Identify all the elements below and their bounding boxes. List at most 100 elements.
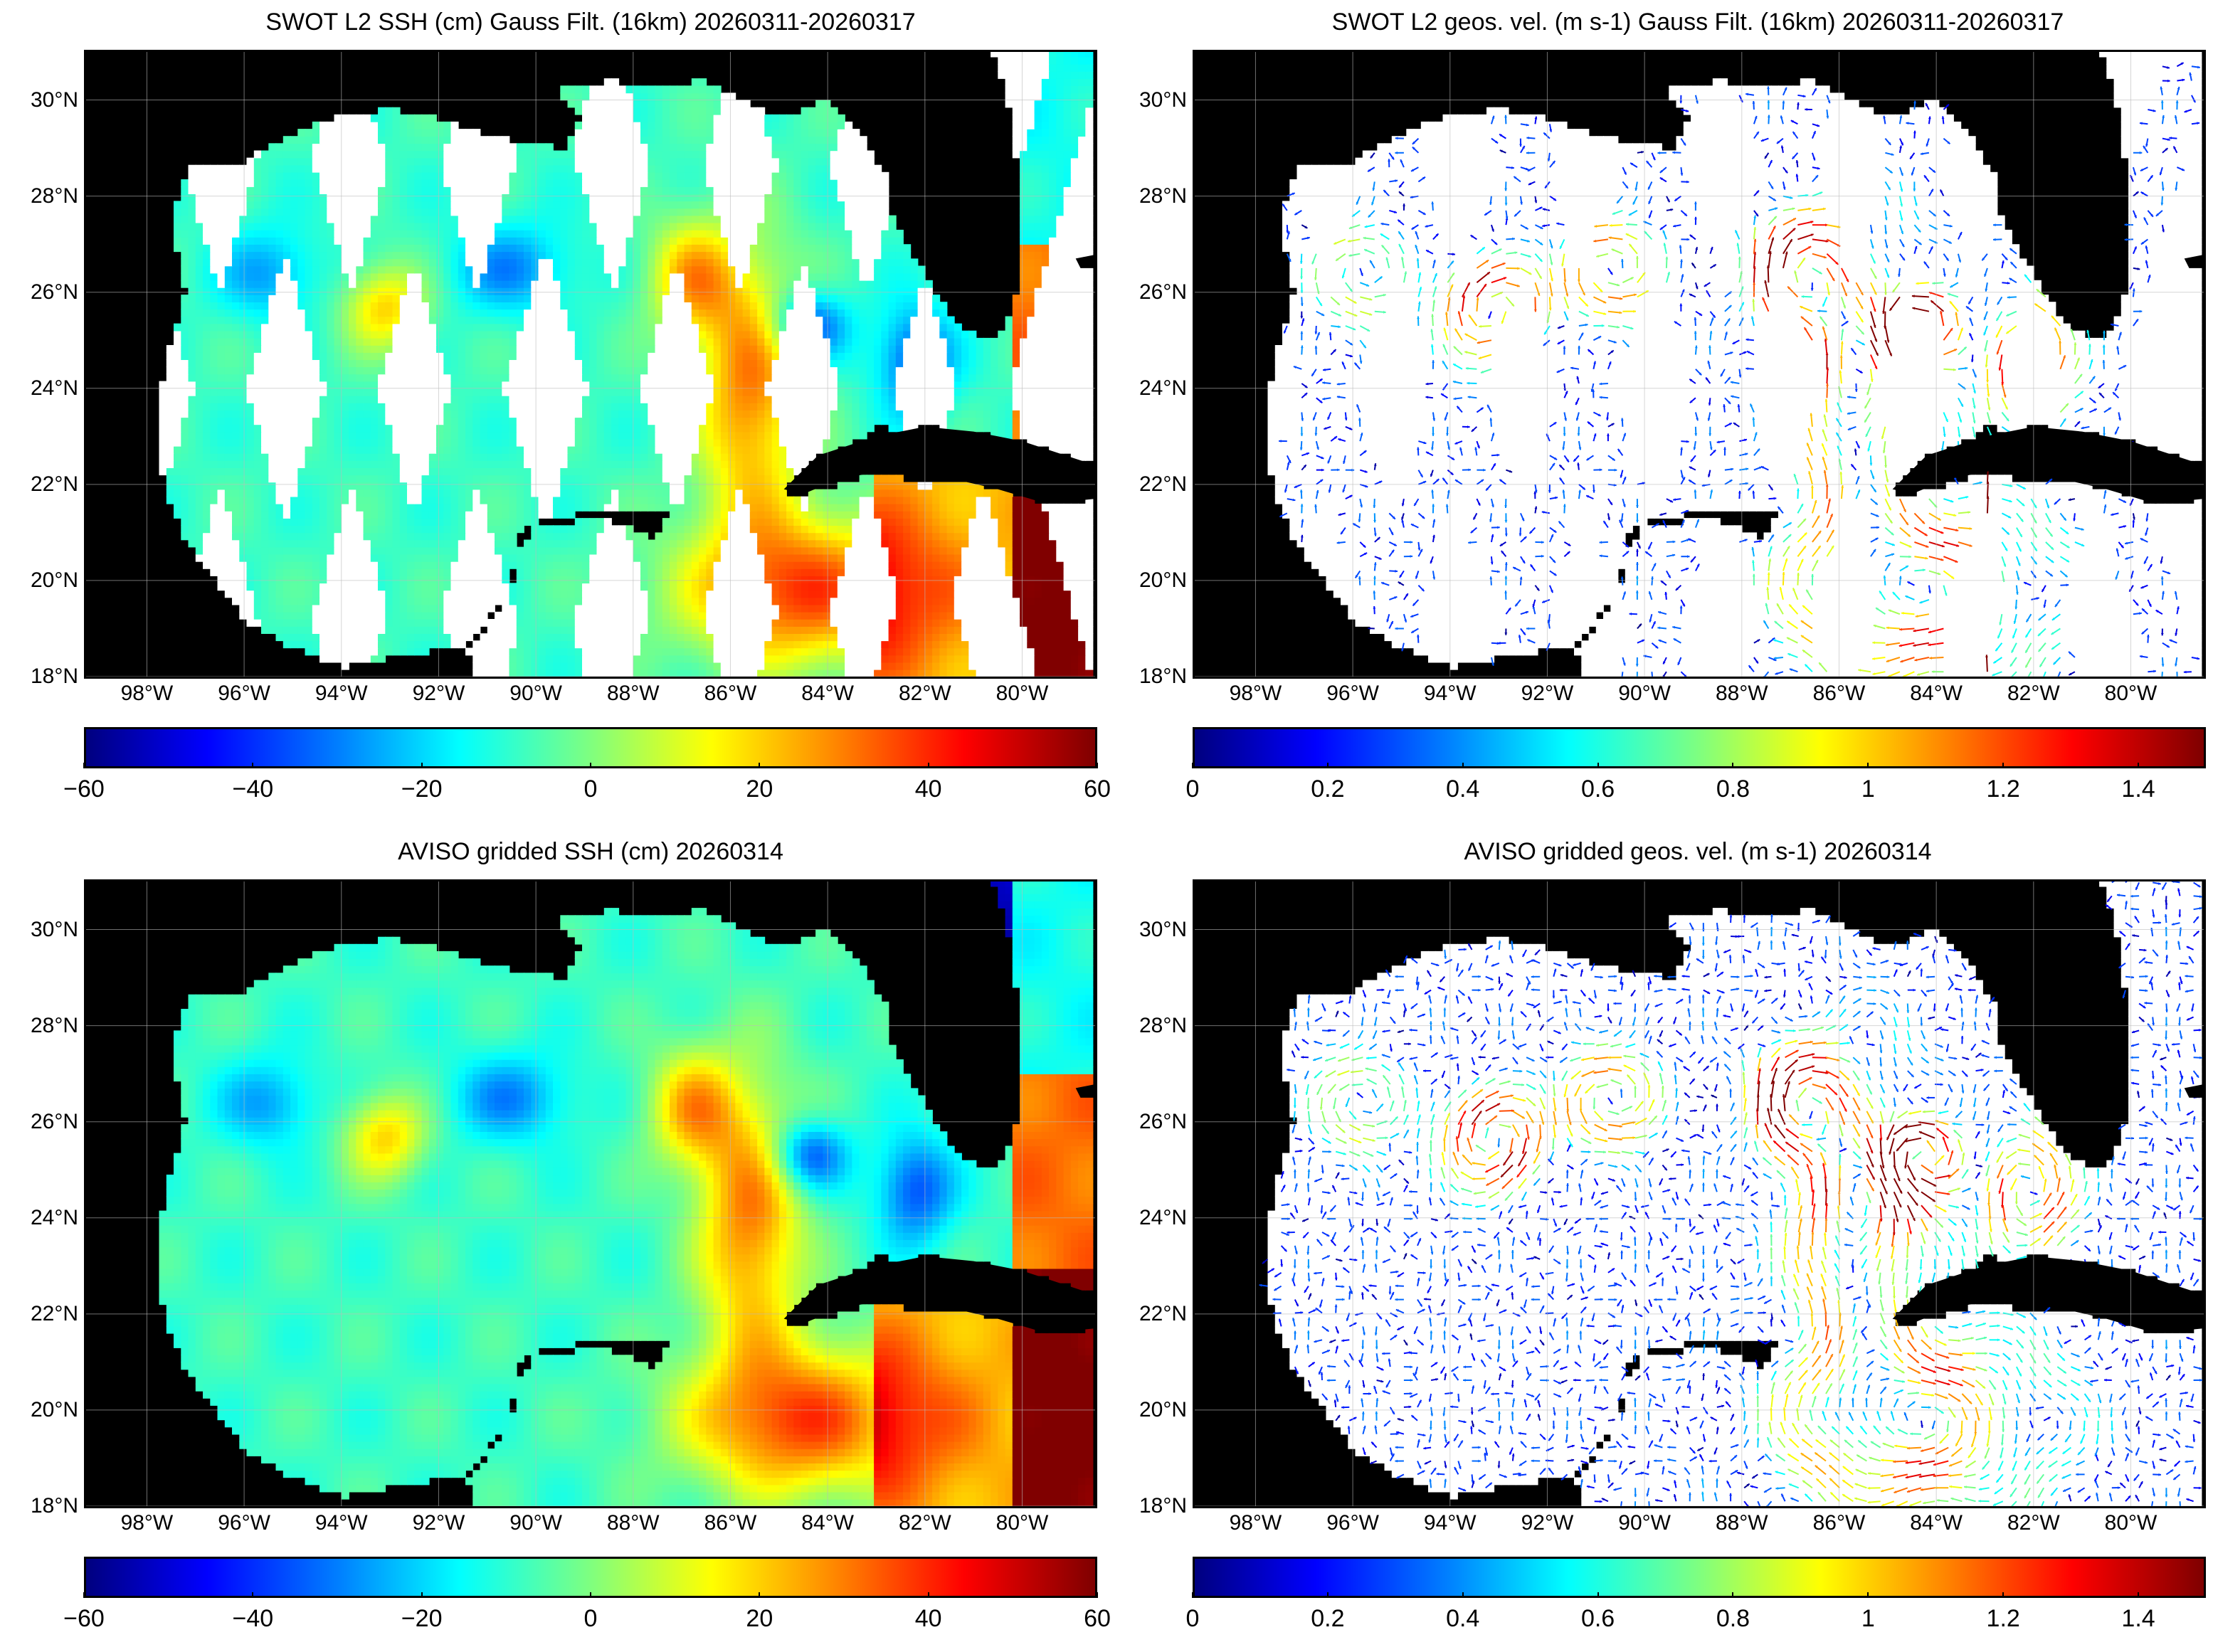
colorbar-vel <box>1193 1557 2206 1598</box>
colorbar-tick <box>590 763 591 768</box>
colorbar-tick <box>2002 1592 2005 1598</box>
lon-tick-label: 88°W <box>591 1511 676 1535</box>
colorbar-tick-label: 20 <box>717 1605 802 1633</box>
colorbar-tick <box>421 763 423 768</box>
panel-title: AVISO gridded SSH (cm) 20260314 <box>85 838 1096 866</box>
lon-tick-label: 96°W <box>201 1511 287 1535</box>
lat-tick-label: 24°N <box>1109 1206 1187 1230</box>
colorbar-tick-label: 1 <box>1825 1605 1911 1633</box>
colorbar-tick-label: −40 <box>210 1605 295 1633</box>
lat-tick-label: 28°N <box>0 1014 78 1038</box>
lon-tick-label: 80°W <box>2088 682 2173 706</box>
map-swot-vel[interactable] <box>1193 50 2206 679</box>
colorbar-tick <box>421 1592 423 1598</box>
panel-title: SWOT L2 SSH (cm) Gauss Filt. (16km) 2026… <box>85 9 1096 36</box>
lat-tick-label: 18°N <box>1109 664 1187 689</box>
lon-tick-label: 86°W <box>1796 1511 1881 1535</box>
map-swot-ssh[interactable] <box>84 50 1097 679</box>
map-canvas <box>86 52 1095 677</box>
lat-tick-label: 30°N <box>0 88 78 112</box>
colorbar-tick <box>759 763 761 768</box>
ssh-field <box>159 52 1094 677</box>
bahamas-land <box>2184 255 2204 268</box>
colorbar-tick-label: 0.8 <box>1690 775 1775 803</box>
lon-tick-label: 92°W <box>1504 1511 1590 1535</box>
lon-tick-label: 96°W <box>1310 1511 1395 1535</box>
lat-tick-label: 18°N <box>1109 1494 1187 1518</box>
bahamas-land <box>1075 255 1095 268</box>
colorbar-tick <box>2138 763 2140 768</box>
velocity-arrows <box>1259 881 2202 1506</box>
ocean-field <box>1267 52 2202 677</box>
velocity-arrows <box>1279 62 2200 677</box>
panel-title: AVISO gridded geos. vel. (m s-1) 2026031… <box>1193 838 2203 866</box>
lon-tick-label: 92°W <box>396 682 481 706</box>
colorbar-tick-label: 60 <box>1055 1605 1140 1633</box>
bahamas-land <box>2184 1084 2204 1098</box>
colorbar-tick-label: 0 <box>548 1605 633 1633</box>
colorbar-tick-label: 0 <box>1150 775 1235 803</box>
lat-tick-label: 30°N <box>0 918 78 942</box>
ssh-field <box>159 881 1094 1506</box>
colorbar-tick-label: 1.4 <box>2096 1605 2181 1633</box>
colorbar-tick-label: 0.4 <box>1420 775 1506 803</box>
bahamas-land <box>1075 1084 1095 1098</box>
colorbar-tick <box>1192 763 1193 768</box>
lon-tick-label: 84°W <box>1894 682 1979 706</box>
colorbar-tick <box>1097 1592 1098 1598</box>
lon-tick-label: 92°W <box>1504 682 1590 706</box>
lon-tick-label: 82°W <box>1991 682 2076 706</box>
lat-tick-label: 26°N <box>0 280 78 305</box>
colorbar-tick <box>252 1592 254 1598</box>
colorbar-tick <box>1597 1592 1599 1598</box>
lon-tick-label: 98°W <box>104 682 189 706</box>
lat-tick-label: 24°N <box>0 376 78 401</box>
lat-tick-label: 24°N <box>1109 376 1187 401</box>
lon-tick-label: 94°W <box>1407 682 1493 706</box>
lat-tick-label: 22°N <box>0 472 78 497</box>
colorbar-tick-label: 1.2 <box>1960 775 2046 803</box>
colorbar-tick-label: 1.2 <box>1960 1605 2046 1633</box>
lon-tick-label: 90°W <box>493 1511 579 1535</box>
lon-tick-label: 88°W <box>1699 1511 1785 1535</box>
lon-tick-label: 98°W <box>1213 682 1298 706</box>
lon-tick-label: 84°W <box>785 1511 870 1535</box>
colorbar-tick <box>1867 1592 1869 1598</box>
colorbar-tick <box>252 763 254 768</box>
colorbar-tick <box>2138 1592 2140 1598</box>
lon-tick-label: 82°W <box>882 682 968 706</box>
lon-tick-label: 98°W <box>1213 1511 1298 1535</box>
lon-tick-label: 84°W <box>785 682 870 706</box>
colorbar-tick-label: −20 <box>379 1605 465 1633</box>
lat-tick-label: 30°N <box>1109 918 1187 942</box>
lon-tick-label: 86°W <box>687 1511 773 1535</box>
colorbar-tick <box>1462 1592 1464 1598</box>
colorbar-tick <box>1732 1592 1734 1598</box>
colorbar-tick <box>1732 763 1734 768</box>
lat-tick-label: 26°N <box>0 1110 78 1134</box>
graticule <box>1195 881 2204 1506</box>
colorbar-tick-label: 0.6 <box>1556 775 1641 803</box>
colorbar-tick-label: 40 <box>886 775 971 803</box>
colorbar-tick-label: 40 <box>886 1605 971 1633</box>
lon-tick-label: 96°W <box>201 682 287 706</box>
graticule <box>86 881 1095 1506</box>
lon-tick-label: 98°W <box>104 1511 189 1535</box>
map-canvas <box>1195 881 2204 1506</box>
lat-tick-label: 18°N <box>0 664 78 689</box>
colorbar-tick-label: 60 <box>1055 775 1140 803</box>
colorbar-tick-label: 1 <box>1825 775 1911 803</box>
lon-tick-label: 88°W <box>1699 682 1785 706</box>
lat-tick-label: 28°N <box>0 184 78 208</box>
lon-tick-label: 90°W <box>493 682 579 706</box>
map-aviso-ssh[interactable] <box>84 879 1097 1508</box>
lon-tick-label: 88°W <box>591 682 676 706</box>
colorbar-tick <box>1462 763 1464 768</box>
lat-tick-label: 18°N <box>0 1494 78 1518</box>
colorbar-tick-label: −40 <box>210 775 295 803</box>
lon-tick-label: 80°W <box>979 1511 1065 1535</box>
map-aviso-vel[interactable] <box>1193 879 2206 1508</box>
lon-tick-label: 94°W <box>299 682 384 706</box>
colorbar-tick <box>759 1592 761 1598</box>
lon-tick-label: 82°W <box>882 1511 968 1535</box>
